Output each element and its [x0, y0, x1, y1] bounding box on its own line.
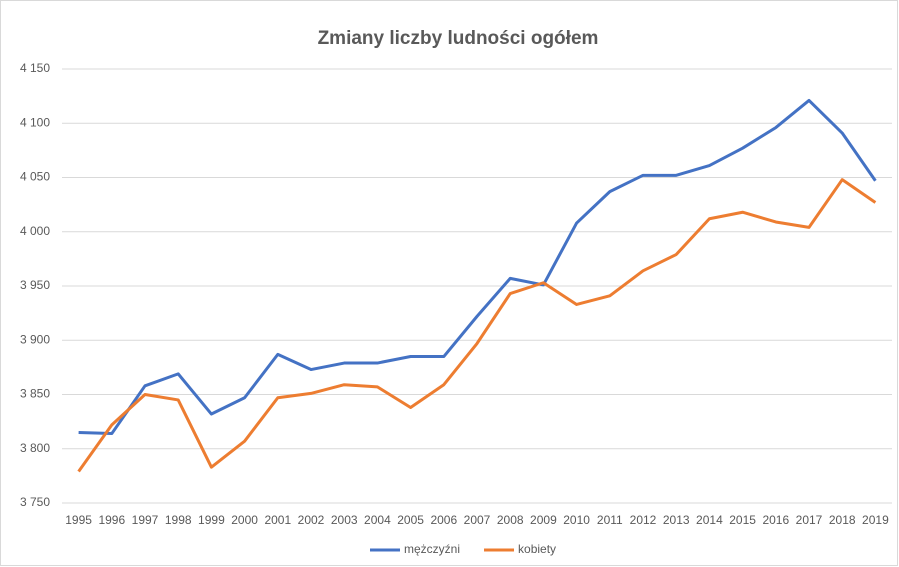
series-line — [77, 178, 877, 473]
series-line — [78, 98, 877, 436]
x-tick-label: 1998 — [165, 513, 192, 527]
legend-label: kobiety — [518, 542, 556, 556]
x-tick-label: 2012 — [630, 513, 657, 527]
y-tick-label: 3 950 — [20, 278, 50, 292]
x-tick-label: 2014 — [696, 513, 723, 527]
chart-title: Zmiany liczby ludności ogółem — [318, 28, 599, 49]
y-tick-label: 3 750 — [20, 495, 50, 509]
x-tick-label: 2010 — [563, 513, 590, 527]
y-tick-label: 3 850 — [20, 387, 50, 401]
y-tick-label: 4 100 — [20, 115, 50, 129]
x-tick-label: 1999 — [198, 513, 225, 527]
x-tick-label: 2009 — [530, 513, 557, 527]
x-tick-label: 2007 — [464, 513, 491, 527]
x-tick-label: 2005 — [397, 513, 424, 527]
x-tick-label: 2017 — [796, 513, 823, 527]
x-tick-label: 2003 — [331, 513, 358, 527]
x-tick-label: 2000 — [231, 513, 258, 527]
legend-label: mężczyźni — [404, 542, 460, 556]
x-tick-label: 2019 — [862, 513, 889, 527]
y-tick-label: 4 050 — [20, 170, 50, 184]
x-tick-label: 1995 — [65, 513, 92, 527]
x-tick-label: 2004 — [364, 513, 391, 527]
y-tick-label: 4 000 — [20, 224, 50, 238]
x-tick-label: 2011 — [597, 513, 623, 527]
y-tick-label: 4 150 — [20, 61, 50, 75]
x-tick-label: 2015 — [729, 513, 756, 527]
x-tick-label: 1996 — [98, 513, 125, 527]
x-tick-label: 2016 — [762, 513, 789, 527]
x-tick-label: 2002 — [298, 513, 325, 527]
y-tick-label: 3 800 — [20, 441, 50, 455]
x-tick-label: 2013 — [663, 513, 690, 527]
x-tick-label: 2018 — [829, 513, 856, 527]
x-tick-label: 2006 — [430, 513, 457, 527]
y-tick-label: 3 900 — [20, 332, 50, 346]
x-tick-label: 2001 — [264, 513, 291, 527]
x-tick-label: 1997 — [132, 513, 159, 527]
x-tick-label: 2008 — [497, 513, 524, 527]
